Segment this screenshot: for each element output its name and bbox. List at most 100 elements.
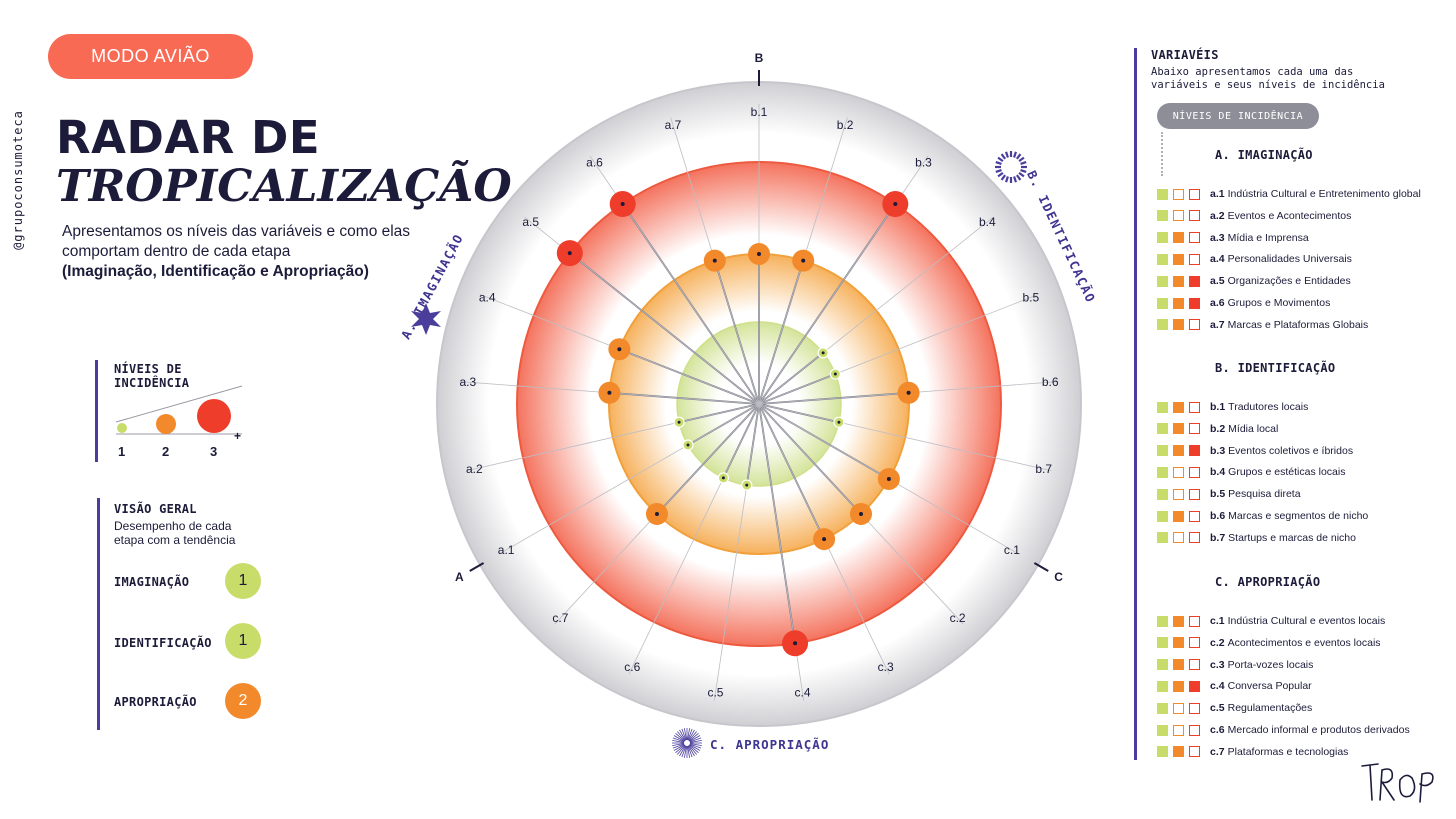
variable-code: a.2 [1210,209,1225,222]
radar-points [556,191,920,657]
variable-row-a.4: a.4 Personalidades Universais [1157,252,1352,266]
sun-ray [689,743,702,749]
level-square-1 [1157,423,1168,435]
overview-box: VISÃO GERAL Desempenho de cada etapa com… [97,498,284,730]
guide-line-b.5 [758,294,1039,405]
sun-ray [673,735,685,742]
legend-label-2: 2 [162,444,169,459]
variable-code: b.4 [1210,466,1226,479]
level-square-3 [1189,401,1200,413]
variable-label: Marcas e segmentos de nicho [1228,510,1369,522]
variable-code: c.4 [1210,680,1225,693]
variable-code: b.1 [1210,401,1226,413]
level-square-3 [1189,253,1200,265]
label-c.4: c.4 [795,686,811,700]
variable-row-b.4: b.4 Grupos e estéticas locais [1157,465,1345,479]
variable-row-a.7: a.7 Marcas e Plataformas Globais [1157,318,1368,332]
level-square-1 [1157,210,1168,222]
sun-ray [677,731,686,741]
variable-row-b.3: b.3 Eventos coletivos e íbridos [1157,444,1353,458]
level-square-3 [1189,637,1200,649]
legend-dot-level3 [197,399,231,433]
point-center-c.1 [886,477,891,481]
level-square-2 [1173,275,1184,287]
level-square-2 [1173,232,1184,244]
sun-ray [672,740,685,743]
label-c.7: c.7 [552,611,568,625]
sun-ray [995,169,1002,173]
overview-score-identificacao: 1 [225,623,261,659]
point-center-b.4 [821,351,825,355]
point-center-a.3 [607,390,612,395]
level-square-1 [1157,680,1168,692]
overview-subtitle: Desempenho de cada etapa com a tendência [114,519,274,548]
sun-icon-c [672,728,702,758]
sun-ray [689,733,699,742]
variable-label: Tradutores locais [1228,401,1309,413]
label-c.6: c.6 [624,660,640,674]
label-a.2: a.2 [466,462,483,476]
level-square-1 [1157,253,1168,265]
sun-ray [689,735,701,742]
section-label-c: C. APROPRIAÇÃO [710,737,829,752]
guide-line-a.1 [498,403,760,555]
variable-row-a.2: a.2 Eventos e Acontecimentos [1157,209,1351,223]
variable-code: a.1 [1210,188,1225,200]
variable-code: b.5 [1210,488,1226,501]
sun-ray [1000,153,1007,160]
variable-code: c.5 [1210,702,1225,715]
variable-row-a.6: a.6 Grupos e Movimentos [1157,296,1330,310]
sun-ray [689,740,702,743]
point-center-b.5 [833,372,837,376]
variables-subtitle-line1: Abaixo apresentamos cada uma das [1151,66,1354,78]
variable-label: Mídia e Imprensa [1227,231,1309,244]
level-square-3 [1189,724,1200,736]
sun-ray [687,745,690,758]
point-center-a.4 [617,347,622,352]
point-center-b.6 [906,390,911,395]
level-square-2 [1173,746,1184,758]
level-square-2 [1173,724,1184,736]
variables-title: VARIAVÉIS [1151,48,1219,62]
point-center-c.6 [721,476,725,480]
guide-line-b.4 [758,216,994,405]
variable-code: c.1 [1210,615,1225,627]
variable-row-b.6: b.6 Marcas e segmentos de nicho [1157,509,1368,523]
level-square-1 [1157,319,1168,331]
level-square-3 [1189,746,1200,758]
label-b.4: b.4 [979,215,996,229]
dotted-connector [1161,132,1163,176]
overview-label-apropriacao: APROPRIAÇÃO [114,695,197,709]
radar-axis-markers: A B C [455,51,1063,584]
sun-ray [689,744,699,753]
trop-logo [1361,763,1434,803]
label-a.5: a.5 [522,215,539,229]
sun-ray [1020,169,1027,173]
intro-bold: (Imaginação, Identificação e Apropriação… [62,263,369,281]
sun-ray [1000,174,1007,181]
sun-ray [1013,176,1017,183]
page-title-line2: TROPICALIZAÇÃO [56,161,512,212]
section-title-1: A. IMAGINAÇÃO [1215,148,1313,162]
level-square-2 [1173,297,1184,309]
intro-text: Apresentamos os níveis das variáveis e c… [62,223,411,261]
level-square-1 [1157,615,1168,627]
level-square-3 [1189,615,1200,627]
legend-slope-line [115,385,243,423]
level-square-1 [1157,466,1168,478]
intro-paragraph: Apresentamos os níveis das variáveis e c… [62,222,412,282]
variable-code: a.3 [1210,231,1225,244]
sun-ray [689,744,701,751]
variable-code: a.5 [1210,275,1225,288]
variables-subtitle-line2: variáveis e seus níveis de incidência [1151,79,1385,92]
sun-ray [688,731,697,741]
overview-subtitle-line1: Desempenho de cada [114,519,232,533]
label-a.4: a.4 [479,290,496,304]
point-center-a.1 [686,443,690,447]
overview-score-imaginacao: 1 [225,563,261,599]
variable-code: a.4 [1210,253,1225,266]
point-center-b.7 [837,420,841,424]
variable-code: c.7 [1210,745,1225,758]
sun-ray [1005,176,1009,183]
